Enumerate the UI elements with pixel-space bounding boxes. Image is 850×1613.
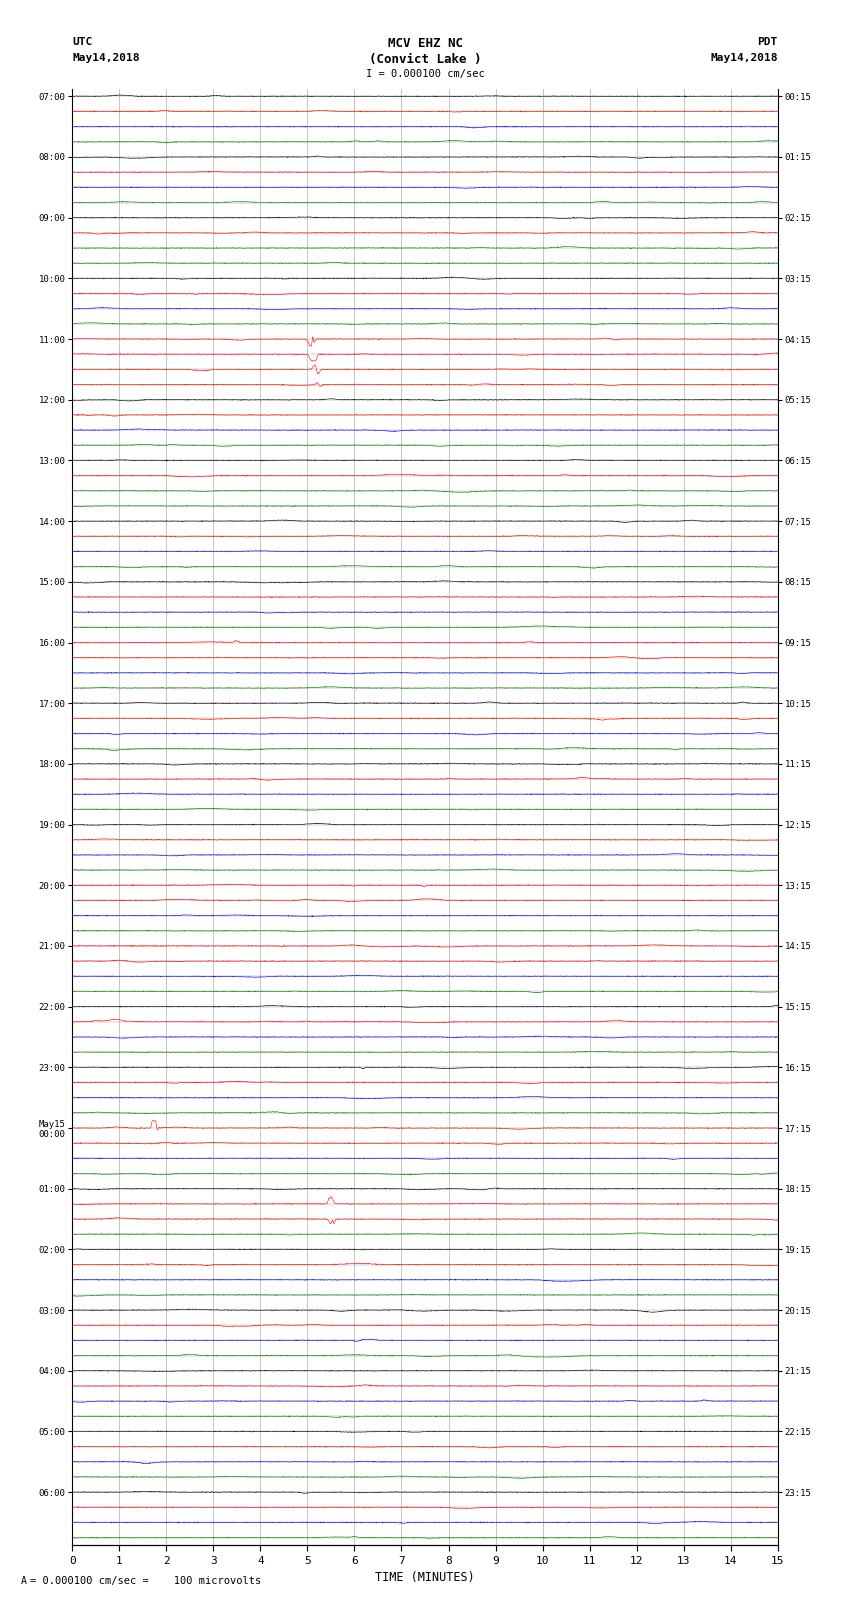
Text: May14,2018: May14,2018 [711,53,778,63]
Text: = 0.000100 cm/sec =    100 microvolts: = 0.000100 cm/sec = 100 microvolts [30,1576,261,1586]
Text: UTC: UTC [72,37,93,47]
Text: May14,2018: May14,2018 [72,53,139,63]
Text: I = 0.000100 cm/sec: I = 0.000100 cm/sec [366,69,484,79]
Text: PDT: PDT [757,37,778,47]
Text: A: A [21,1576,27,1586]
Text: MCV EHZ NC: MCV EHZ NC [388,37,462,50]
Text: (Convict Lake ): (Convict Lake ) [369,53,481,66]
X-axis label: TIME (MINUTES): TIME (MINUTES) [375,1571,475,1584]
